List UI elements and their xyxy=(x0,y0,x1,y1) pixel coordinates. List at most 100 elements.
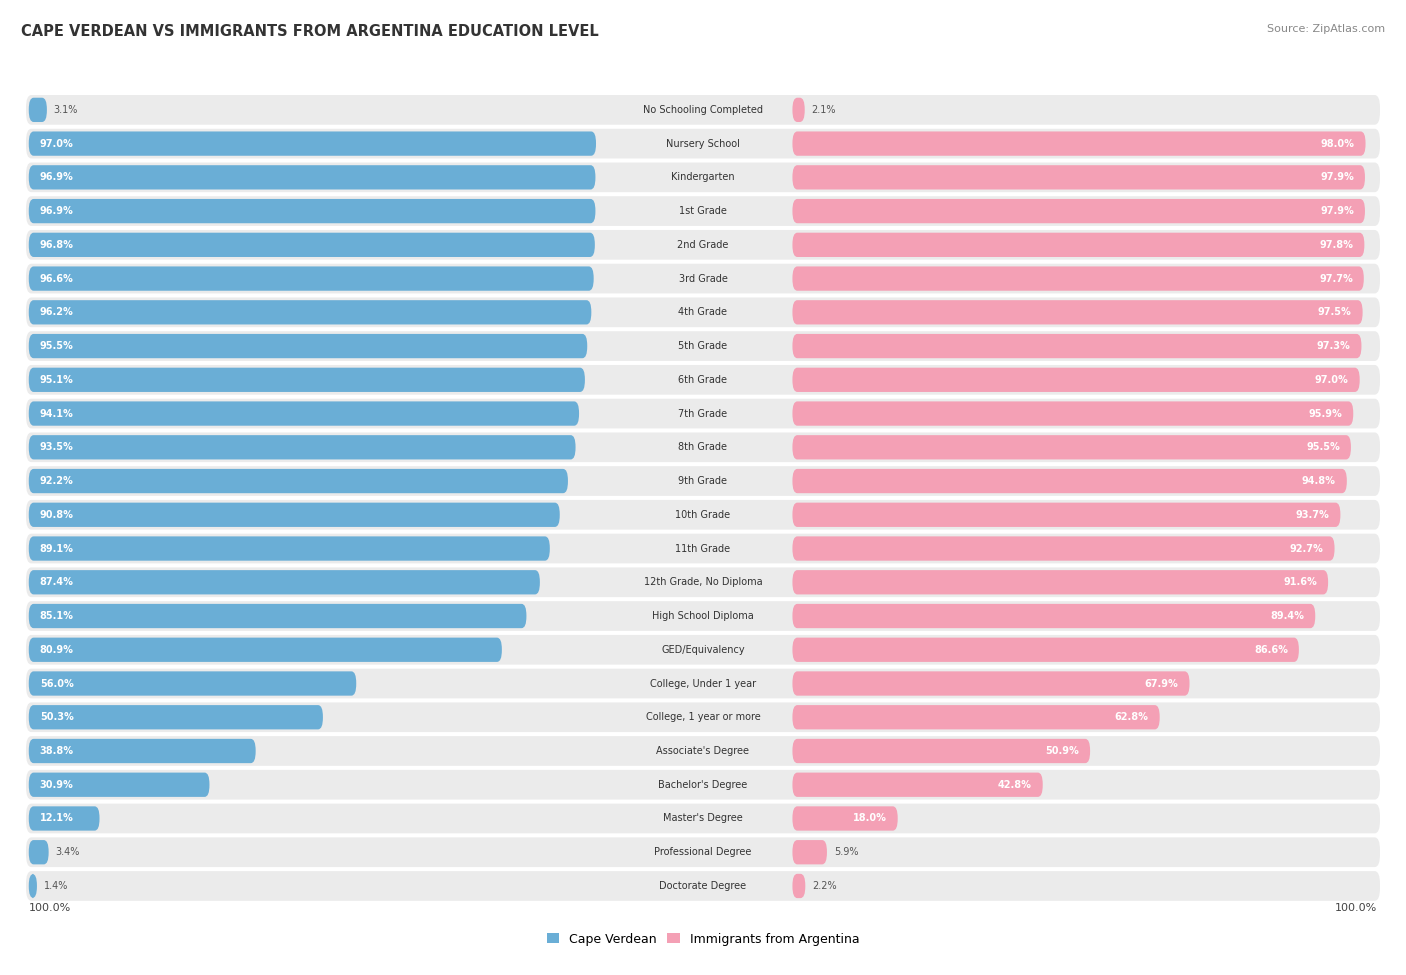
FancyBboxPatch shape xyxy=(28,132,596,156)
FancyBboxPatch shape xyxy=(793,772,1043,797)
Text: 38.8%: 38.8% xyxy=(39,746,73,756)
Text: 18.0%: 18.0% xyxy=(853,813,887,824)
FancyBboxPatch shape xyxy=(28,233,595,257)
Text: 11th Grade: 11th Grade xyxy=(675,543,731,554)
Text: 97.7%: 97.7% xyxy=(1319,274,1353,284)
FancyBboxPatch shape xyxy=(793,300,1362,325)
FancyBboxPatch shape xyxy=(28,570,540,595)
Text: 94.1%: 94.1% xyxy=(39,409,73,418)
Text: 8th Grade: 8th Grade xyxy=(679,443,727,452)
FancyBboxPatch shape xyxy=(25,567,1381,597)
Text: Master's Degree: Master's Degree xyxy=(664,813,742,824)
FancyBboxPatch shape xyxy=(793,98,804,122)
Text: 1st Grade: 1st Grade xyxy=(679,206,727,216)
Text: 2.2%: 2.2% xyxy=(813,881,837,891)
FancyBboxPatch shape xyxy=(25,332,1381,361)
FancyBboxPatch shape xyxy=(793,368,1360,392)
FancyBboxPatch shape xyxy=(25,230,1381,259)
Text: 97.3%: 97.3% xyxy=(1316,341,1350,351)
Text: 95.1%: 95.1% xyxy=(39,374,73,385)
Text: 96.9%: 96.9% xyxy=(39,173,73,182)
Text: 97.0%: 97.0% xyxy=(1315,374,1348,385)
FancyBboxPatch shape xyxy=(28,300,592,325)
FancyBboxPatch shape xyxy=(28,98,46,122)
FancyBboxPatch shape xyxy=(25,533,1381,564)
Text: 1.4%: 1.4% xyxy=(44,881,69,891)
Text: No Schooling Completed: No Schooling Completed xyxy=(643,105,763,115)
Text: 3rd Grade: 3rd Grade xyxy=(679,274,727,284)
FancyBboxPatch shape xyxy=(25,602,1381,631)
Text: 12.1%: 12.1% xyxy=(39,813,73,824)
FancyBboxPatch shape xyxy=(28,705,323,729)
Text: 42.8%: 42.8% xyxy=(998,780,1032,790)
Text: 92.2%: 92.2% xyxy=(39,476,73,487)
Text: 87.4%: 87.4% xyxy=(39,577,73,587)
Text: 95.9%: 95.9% xyxy=(1309,409,1343,418)
FancyBboxPatch shape xyxy=(25,803,1381,834)
FancyBboxPatch shape xyxy=(793,536,1334,561)
Text: 95.5%: 95.5% xyxy=(39,341,73,351)
Text: 96.8%: 96.8% xyxy=(39,240,73,250)
FancyBboxPatch shape xyxy=(793,165,1365,189)
Text: 91.6%: 91.6% xyxy=(1284,577,1317,587)
Text: 100.0%: 100.0% xyxy=(28,903,72,913)
Text: 93.5%: 93.5% xyxy=(39,443,73,452)
Text: 62.8%: 62.8% xyxy=(1115,713,1149,722)
FancyBboxPatch shape xyxy=(28,199,595,223)
FancyBboxPatch shape xyxy=(25,399,1381,428)
FancyBboxPatch shape xyxy=(28,536,550,561)
Text: 80.9%: 80.9% xyxy=(39,644,73,655)
Text: 3.1%: 3.1% xyxy=(53,105,79,115)
Text: 97.9%: 97.9% xyxy=(1320,206,1354,216)
FancyBboxPatch shape xyxy=(28,435,575,459)
FancyBboxPatch shape xyxy=(28,266,593,291)
FancyBboxPatch shape xyxy=(25,702,1381,732)
Text: 4th Grade: 4th Grade xyxy=(679,307,727,317)
FancyBboxPatch shape xyxy=(25,736,1381,765)
FancyBboxPatch shape xyxy=(25,163,1381,192)
Text: 89.1%: 89.1% xyxy=(39,543,73,554)
Text: 2nd Grade: 2nd Grade xyxy=(678,240,728,250)
Text: 95.5%: 95.5% xyxy=(1306,443,1340,452)
Text: 90.8%: 90.8% xyxy=(39,510,73,520)
Text: 10th Grade: 10th Grade xyxy=(675,510,731,520)
Text: 97.0%: 97.0% xyxy=(39,138,73,148)
FancyBboxPatch shape xyxy=(25,770,1381,799)
Text: 97.5%: 97.5% xyxy=(1317,307,1351,317)
Text: 92.7%: 92.7% xyxy=(1289,543,1323,554)
FancyBboxPatch shape xyxy=(793,570,1329,595)
FancyBboxPatch shape xyxy=(28,402,579,426)
FancyBboxPatch shape xyxy=(793,132,1365,156)
FancyBboxPatch shape xyxy=(28,806,100,831)
Text: College, Under 1 year: College, Under 1 year xyxy=(650,679,756,688)
FancyBboxPatch shape xyxy=(25,433,1381,462)
Text: 89.4%: 89.4% xyxy=(1271,611,1305,621)
FancyBboxPatch shape xyxy=(25,263,1381,293)
Text: 3.4%: 3.4% xyxy=(55,847,80,857)
FancyBboxPatch shape xyxy=(793,638,1299,662)
Text: GED/Equivalency: GED/Equivalency xyxy=(661,644,745,655)
FancyBboxPatch shape xyxy=(28,874,37,898)
Text: 96.9%: 96.9% xyxy=(39,206,73,216)
Text: 93.7%: 93.7% xyxy=(1296,510,1330,520)
FancyBboxPatch shape xyxy=(25,129,1381,159)
Legend: Cape Verdean, Immigrants from Argentina: Cape Verdean, Immigrants from Argentina xyxy=(547,933,859,946)
FancyBboxPatch shape xyxy=(793,199,1365,223)
FancyBboxPatch shape xyxy=(793,233,1364,257)
FancyBboxPatch shape xyxy=(793,705,1160,729)
FancyBboxPatch shape xyxy=(793,503,1340,526)
Text: 6th Grade: 6th Grade xyxy=(679,374,727,385)
Text: 12th Grade, No Diploma: 12th Grade, No Diploma xyxy=(644,577,762,587)
FancyBboxPatch shape xyxy=(25,669,1381,698)
Text: 5th Grade: 5th Grade xyxy=(679,341,727,351)
FancyBboxPatch shape xyxy=(793,266,1364,291)
FancyBboxPatch shape xyxy=(793,604,1315,628)
FancyBboxPatch shape xyxy=(25,635,1381,665)
FancyBboxPatch shape xyxy=(28,672,356,695)
Text: Bachelor's Degree: Bachelor's Degree xyxy=(658,780,748,790)
Text: CAPE VERDEAN VS IMMIGRANTS FROM ARGENTINA EDUCATION LEVEL: CAPE VERDEAN VS IMMIGRANTS FROM ARGENTIN… xyxy=(21,24,599,39)
Text: 97.9%: 97.9% xyxy=(1320,173,1354,182)
Text: 98.0%: 98.0% xyxy=(1320,138,1354,148)
FancyBboxPatch shape xyxy=(28,368,585,392)
Text: 97.8%: 97.8% xyxy=(1319,240,1354,250)
